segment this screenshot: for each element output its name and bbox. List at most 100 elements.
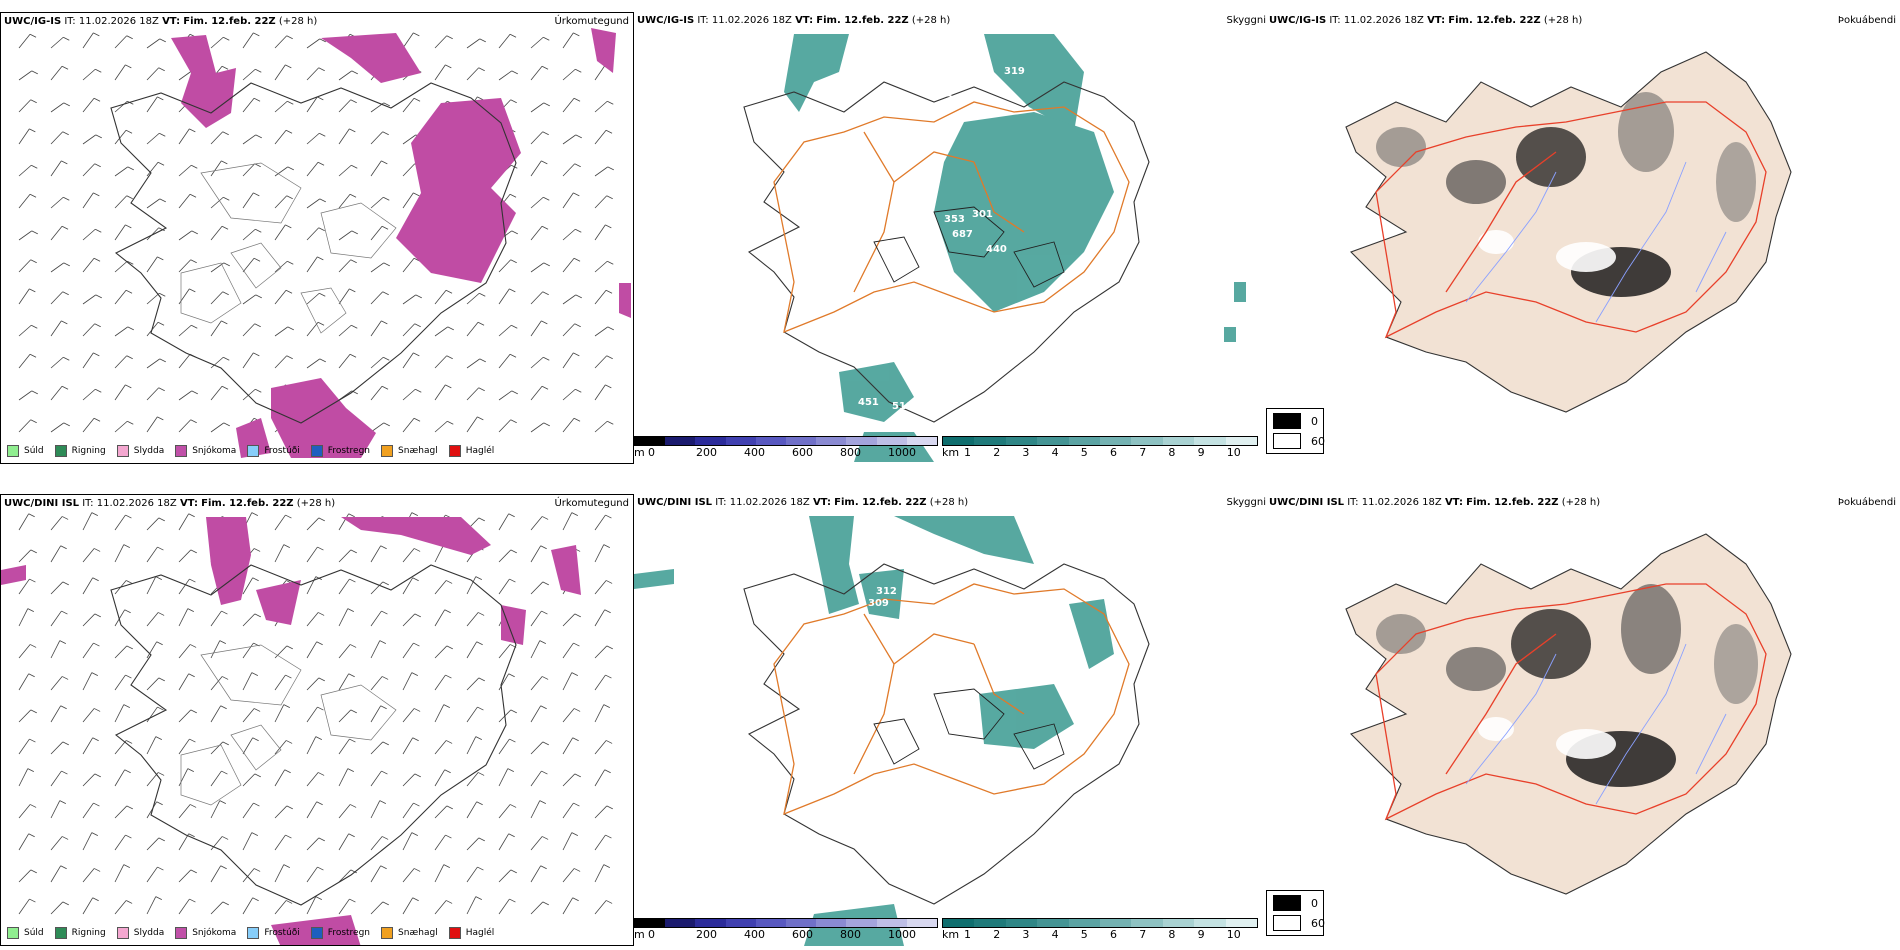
visibility-color-step [1162, 437, 1195, 445]
wind-barb [242, 802, 254, 819]
wind-barb [466, 837, 480, 851]
wind-barb-flag [350, 99, 357, 104]
wind-barb [50, 865, 61, 883]
wind-barb [402, 613, 416, 627]
wind-barb-flag [509, 33, 517, 38]
wind-barb [402, 737, 413, 755]
wind-barb-flag [60, 545, 67, 550]
colorbar-tick-label: 2 [993, 928, 1001, 941]
visibility-color-step [1005, 919, 1038, 927]
wind-barb [530, 66, 543, 81]
wind-barb [594, 805, 608, 819]
wind-barb [146, 416, 158, 433]
legend-label: Súld [24, 446, 44, 456]
wind-barb-flag [351, 164, 358, 169]
wind-barb-flag [477, 321, 485, 326]
wind-barb [306, 896, 317, 915]
wind-barb-flag [318, 517, 325, 522]
wind-barb-flag [412, 897, 419, 902]
wind-barb [274, 864, 285, 883]
colorbar-tick-label: 8 [1168, 446, 1176, 459]
colorbar-tick-label: 8 [1168, 928, 1176, 941]
wind-barb [370, 226, 383, 241]
wind-barb-flag [413, 708, 421, 712]
wind-barb [370, 545, 381, 563]
wind-barb-flag [606, 355, 613, 360]
legend-label: Rigning [71, 928, 106, 938]
wind-barb [274, 674, 286, 691]
wind-barb [434, 64, 446, 81]
wind-barb-flag [575, 388, 582, 393]
wind-barb-flag [573, 417, 581, 422]
wind-barb-flag [62, 131, 69, 136]
wind-barb [562, 672, 573, 691]
wind-barb [530, 836, 543, 851]
wind-barb-flag [158, 387, 165, 392]
wind-barb [402, 418, 415, 433]
wind-barb-flag [478, 837, 485, 842]
legend-label: Frostúði [264, 446, 300, 456]
wind-barb-flag [607, 260, 614, 265]
wind-barb [402, 258, 415, 273]
wind-barb [242, 577, 253, 595]
wind-barb-flag [63, 356, 70, 361]
precip-map-1 [18, 28, 631, 458]
precip-legend-item: Frostregn [310, 927, 370, 939]
wind-barb [82, 512, 93, 531]
precip-legend-item: Rigning [54, 927, 106, 939]
wind-barb-flag [317, 612, 325, 616]
wind-barb [178, 164, 192, 177]
wind-barb [562, 613, 576, 627]
wind-barb-flag [349, 288, 356, 293]
fog-legend-dark-swatch [1273, 895, 1301, 911]
visibility-color-step [1068, 919, 1101, 927]
wind-barb-flag [93, 548, 101, 552]
wind-barb [306, 67, 319, 81]
wind-barb-flag [476, 801, 483, 806]
wind-barb-flag [478, 387, 485, 392]
wind-barb [338, 70, 353, 81]
precip-legend-item: Snjókoma [175, 927, 236, 939]
wind-barb [594, 864, 605, 883]
wind-barb [274, 645, 288, 659]
wind-barb-flag [446, 805, 453, 810]
wind-barb-flag [475, 736, 482, 740]
colorbar-tick-label: 6 [1110, 928, 1117, 941]
wind-barb [498, 673, 509, 691]
wind-barb-flag [382, 741, 389, 746]
wind-barb-flag [381, 320, 388, 325]
wind-barb-flag [222, 901, 229, 906]
terrain-contours [180, 162, 397, 334]
wind-barb [114, 130, 127, 145]
visibility-color-step [943, 919, 975, 927]
wind-barb-flag [123, 544, 130, 548]
visibility-color-step [974, 919, 1006, 927]
colorbar-tick-label: 1 [964, 928, 971, 941]
wind-barb-flag [509, 193, 517, 198]
wind-barb [338, 608, 349, 627]
precip-legend-item: Snjókoma [175, 445, 236, 457]
wind-barb [114, 420, 128, 433]
wind-barb [18, 419, 31, 433]
visibility-color-step [1162, 919, 1195, 927]
wind-barb-flag [91, 672, 98, 676]
wind-barb [146, 38, 161, 49]
wind-barb [434, 355, 447, 369]
wind-barb [306, 706, 318, 723]
wind-barb-flag [251, 832, 258, 836]
wind-barb [594, 166, 609, 177]
wind-barb [562, 642, 574, 659]
wind-barb [82, 258, 95, 273]
wind-barb-flag [125, 289, 133, 294]
wind-barb [370, 291, 383, 305]
colorbar-tick-label: 10 [1226, 446, 1241, 459]
wind-barb [594, 224, 606, 241]
wind-barb-flag [223, 262, 230, 267]
colorbar-tick-label: 800 [840, 446, 861, 459]
wind-barb [306, 546, 318, 563]
wind-barb-flag [382, 901, 389, 906]
colorbar-tick-label: 1 [964, 446, 971, 459]
wind-barb-flag [29, 353, 37, 358]
cloud-base-label: 451 [858, 397, 879, 408]
colorbar-tick-label: 0 [648, 928, 655, 941]
